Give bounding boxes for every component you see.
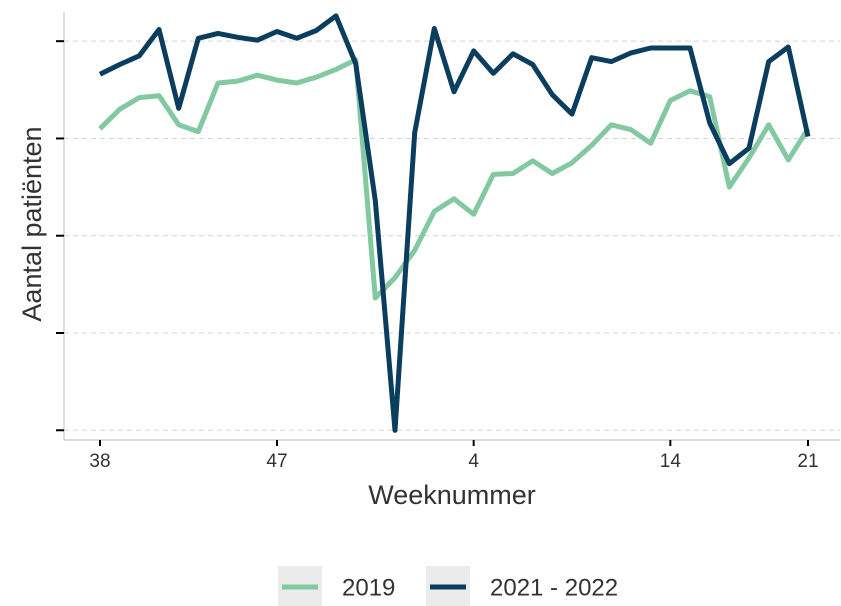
legend: 2019 2021 - 2022 bbox=[278, 566, 618, 606]
x-tick-label: 4 bbox=[468, 451, 479, 472]
series-line bbox=[98, 57, 811, 301]
series-line bbox=[98, 13, 811, 433]
legend-label: 2021 - 2022 bbox=[490, 574, 618, 601]
x-tick-label: 21 bbox=[797, 451, 818, 472]
x-axis-title: Weeknummer bbox=[368, 480, 536, 510]
legend-label: 2019 bbox=[342, 574, 395, 601]
y-axis-title: Aantal patiënten bbox=[17, 126, 47, 321]
x-tick-label: 14 bbox=[660, 451, 682, 472]
x-tick-label: 47 bbox=[266, 451, 287, 472]
x-tick-label: 38 bbox=[89, 451, 110, 472]
